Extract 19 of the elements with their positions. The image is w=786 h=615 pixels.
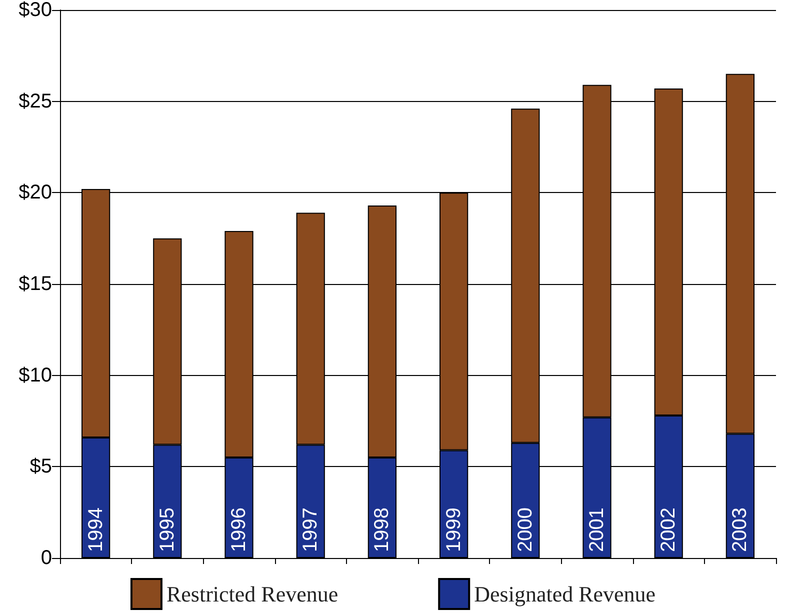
- y-tick-label: $10: [18, 364, 52, 386]
- x-tick-label: 1995: [156, 508, 178, 552]
- y-tick-label: $20: [18, 182, 52, 204]
- y-tick-label: $25: [18, 90, 52, 112]
- x-tick-label: 2000: [514, 508, 536, 552]
- x-tick-label: 2002: [658, 508, 680, 552]
- legend-label: Designated Revenue: [474, 582, 656, 606]
- legend-label: Restricted Revenue: [166, 582, 338, 606]
- y-tick-label: 0: [40, 547, 52, 569]
- x-tick-label: 2001: [586, 508, 608, 552]
- x-tick-label: 1994: [84, 508, 107, 552]
- x-tick-label: 1999: [442, 508, 465, 552]
- y-tick-label: $30: [18, 0, 52, 21]
- x-tick-label: 1998: [371, 508, 394, 552]
- y-tick-label: $15: [18, 273, 52, 295]
- x-tick-label: 1997: [300, 508, 322, 552]
- x-tick-label: 2003: [729, 508, 752, 552]
- x-tick-label: 1996: [228, 508, 250, 552]
- y-tick-label: $5: [30, 456, 52, 478]
